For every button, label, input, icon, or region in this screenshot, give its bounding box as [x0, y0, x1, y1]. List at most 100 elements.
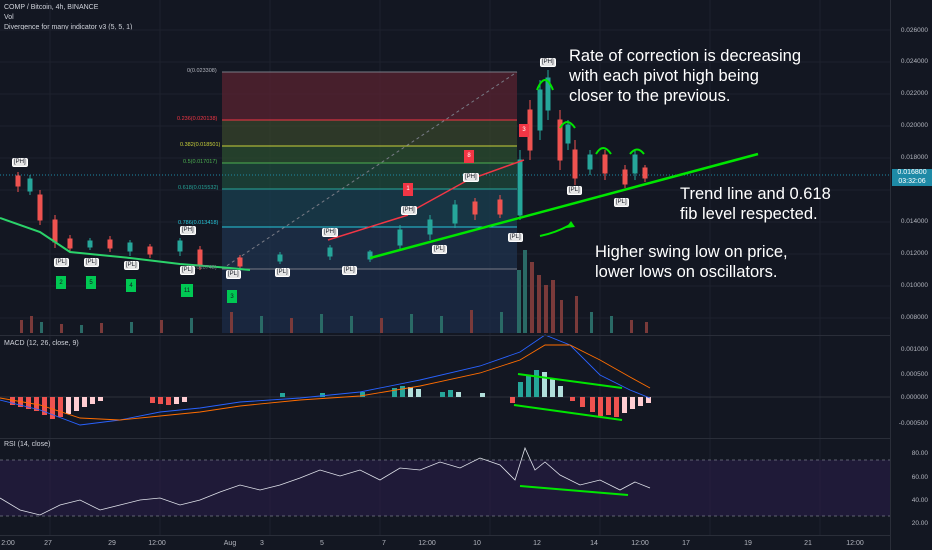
rsi-band [0, 460, 890, 516]
current-price-value: 0.016800 [897, 169, 927, 176]
pivot-high-label: [PH] [463, 173, 479, 182]
bull-signal-badge: 5 [86, 276, 96, 289]
separator-main[interactable] [0, 335, 890, 336]
rsi-tick: 60.00 [911, 474, 928, 481]
annotation-top: Rate of correction is decreasing with ea… [569, 46, 801, 106]
symbol-title[interactable]: COMP / Bitcoin, 4h, BINANCE [4, 4, 99, 11]
price-chart[interactable] [0, 0, 890, 535]
annotation-line: closer to the previous. [569, 87, 731, 105]
bull-signal-badge: 11 [181, 284, 193, 297]
price-tick: 0.008000 [900, 314, 928, 321]
fib-retracement [221, 71, 518, 333]
rsi-line [0, 446, 651, 516]
price-tick: 0.012000 [900, 250, 928, 257]
support-line [0, 217, 251, 271]
time-tick: 17 [682, 540, 690, 547]
macd-label[interactable]: MACD (12, 26, close, 9) [4, 340, 79, 347]
pivot-low-label: [PL] [180, 266, 195, 275]
separator-macd[interactable] [0, 438, 890, 439]
price-scale[interactable] [890, 0, 932, 550]
price-tick: 0.026000 [900, 27, 928, 34]
price-tick: 0.024000 [900, 58, 928, 65]
annotation-line: lower lows on oscillators. [595, 263, 778, 281]
time-tick: 21 [804, 540, 812, 547]
time-tick: 12:00 [418, 540, 436, 547]
annotation-mid: Trend line and 0.618 fib level respected… [680, 184, 831, 224]
fib-label-0786: 0.786(0.013418) [178, 220, 219, 226]
arrow-head [566, 221, 575, 228]
time-tick: 12:00 [148, 540, 166, 547]
red-trend-line-1 [327, 214, 409, 241]
time-tick: 12 [533, 540, 541, 547]
annotation-line: fib level respected. [680, 205, 818, 223]
time-tick: 10 [473, 540, 481, 547]
trend-line [369, 152, 759, 260]
macd-divergence-bottom [513, 404, 623, 421]
bull-signal-badge: 2 [56, 276, 66, 289]
pivot-low-label: [PL] [226, 270, 241, 279]
fib-label-0382: 0.382(0.018501) [180, 142, 221, 148]
bear-signal-badge: 1 [403, 183, 413, 196]
rsi-divergence [519, 485, 629, 496]
fib-label-0236: 0.236(0.020138) [177, 116, 218, 122]
time-tick: 29 [108, 540, 116, 547]
bull-signal-badge: 4 [126, 279, 136, 292]
macd-line [0, 334, 651, 426]
pivot-high-label: [PH] [180, 226, 196, 235]
annotation-line: with each pivot high being [569, 67, 759, 85]
time-tick: 12:00 [846, 540, 864, 547]
pivot-high-label: [PH] [540, 58, 556, 67]
fib-label-0618: 0.618(0.015532) [178, 185, 219, 191]
volume-bars [20, 250, 648, 333]
pivot-high-label: [PH] [12, 158, 28, 167]
price-tick: 0.018000 [900, 154, 928, 161]
fib-label-1: 1(0.010748) [187, 265, 217, 271]
candlesticks [15, 70, 648, 270]
macd-tick: 0.001000 [900, 346, 928, 353]
rsi-tick: 40.00 [911, 497, 928, 504]
time-tick: 5 [320, 540, 324, 547]
annotation-line: Rate of correction is decreasing [569, 47, 802, 65]
arrow-line [539, 224, 571, 237]
fib-label-0: 0(0.023308) [187, 68, 217, 74]
pivot-high-label: [PH] [322, 228, 338, 237]
pivot-low-label: [PL] [124, 261, 139, 270]
macd-divergence-top [517, 373, 623, 389]
time-tick: 14 [590, 540, 598, 547]
rsi-tick: 20.00 [911, 520, 928, 527]
macd-histogram [10, 370, 651, 419]
separator-rsi[interactable] [0, 535, 890, 536]
time-tick: 3 [260, 540, 264, 547]
annotation-low: Higher swing low on price, lower lows on… [595, 242, 788, 282]
pivot-low-label: [PL] [54, 258, 69, 267]
pivot-low-label: [PL] [275, 268, 290, 277]
macd-tick: 0.000000 [900, 394, 928, 401]
pivot-low-label: [PL] [508, 233, 523, 242]
signal-line [0, 344, 651, 421]
bear-signal-badge: 8 [464, 150, 474, 163]
pivot-low-label: [PL] [432, 245, 447, 254]
time-tick: 19 [744, 540, 752, 547]
bear-signal-badge: 3 [519, 124, 529, 137]
time-tick: 12:00 [631, 540, 649, 547]
pivot-low-label: [PL] [84, 258, 99, 267]
indicator-label[interactable]: Divergence for many indicator v3 (5, 5, … [4, 24, 133, 31]
annotation-line: Higher swing low on price, [595, 243, 788, 261]
price-tick: 0.010000 [900, 282, 928, 289]
macd-tick: -0.000500 [898, 420, 928, 427]
pivot-low-label: [PL] [567, 186, 582, 195]
price-tick: 0.014000 [900, 218, 928, 225]
current-price-badge: 0.016800 03:32:06 [892, 169, 932, 186]
fib-label-05: 0.5(0.017017) [183, 159, 218, 165]
pivot-low-label: [PL] [614, 198, 629, 207]
volume-label[interactable]: Vol [4, 14, 14, 21]
macd-tick: 0.000500 [900, 371, 928, 378]
rsi-label[interactable]: RSI (14, close) [4, 441, 51, 448]
time-tick: 7 [382, 540, 386, 547]
price-tick: 0.020000 [900, 122, 928, 129]
rsi-tick: 80.00 [911, 450, 928, 457]
annotation-line: Trend line and 0.618 [680, 185, 831, 203]
pivot-low-label: [PL] [342, 266, 357, 275]
time-tick: Aug [223, 540, 237, 547]
time-tick: 27 [44, 540, 52, 547]
